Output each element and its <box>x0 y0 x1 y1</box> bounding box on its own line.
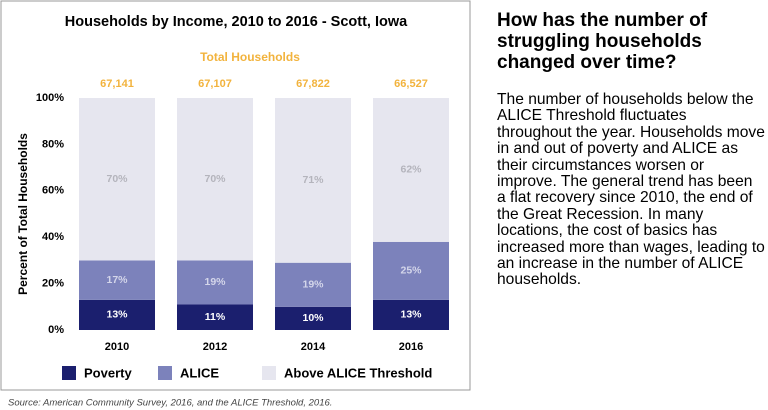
y-tick-label: 100% <box>36 92 64 104</box>
bar-segment <box>177 98 253 261</box>
chart-frame <box>0 0 471 391</box>
x-tick-label: 2012 <box>203 341 227 353</box>
y-tick-label: 0% <box>48 324 64 336</box>
legend-label: Poverty <box>84 365 132 380</box>
total-label: 67,822 <box>296 78 330 90</box>
value-label: 10% <box>302 312 324 324</box>
x-tick-label: 2016 <box>399 341 423 353</box>
value-label: 70% <box>204 173 226 185</box>
legend-swatch <box>62 366 76 380</box>
bar-segment <box>275 306 351 330</box>
source: Source: American Community Survey, 2016,… <box>8 398 332 409</box>
bar-segment <box>373 241 449 300</box>
legend-label: ALICE <box>180 365 219 380</box>
legend-swatch <box>158 366 172 380</box>
x-tick-label: 2014 <box>301 341 326 353</box>
legend-swatch <box>262 366 276 380</box>
total-label: 66,527 <box>394 78 428 90</box>
bar-segment <box>373 299 449 330</box>
bar-segment <box>79 260 155 300</box>
totals-title: Total Households <box>200 50 300 64</box>
bar-segment <box>373 98 449 242</box>
bar-segment <box>275 98 351 263</box>
y-tick-label: 20% <box>42 278 64 290</box>
y-tick-label: 60% <box>42 185 64 197</box>
value-label: 17% <box>106 274 128 286</box>
bar-segment <box>79 299 155 330</box>
x-tick-label: 2010 <box>105 341 129 353</box>
total-label: 67,107 <box>198 78 232 90</box>
y-tick-label: 40% <box>42 231 64 243</box>
value-label: 25% <box>400 265 422 277</box>
y-axis-label: Percent of Total Households <box>16 133 30 295</box>
legend-label: Above ALICE Threshold <box>284 365 432 380</box>
bar-segment <box>275 262 351 307</box>
y-tick-label: 80% <box>42 138 64 150</box>
bar-segment <box>177 304 253 330</box>
sidebar-heading: How has the number of struggling househo… <box>497 10 708 73</box>
value-label: 13% <box>106 309 128 321</box>
value-label: 70% <box>106 173 128 185</box>
bar-segment <box>177 260 253 305</box>
chart-title: Households by Income, 2010 to 2016 - Sco… <box>65 14 408 30</box>
value-label: 13% <box>400 309 422 321</box>
value-label: 19% <box>204 276 226 288</box>
sidebar-body: The number of households below the ALICE… <box>497 91 765 289</box>
value-label: 19% <box>302 279 324 291</box>
total-label: 67,141 <box>100 78 134 90</box>
value-label: 62% <box>400 164 422 176</box>
value-label: 11% <box>205 311 226 323</box>
bar-segment <box>79 98 155 261</box>
value-label: 71% <box>302 174 324 186</box>
